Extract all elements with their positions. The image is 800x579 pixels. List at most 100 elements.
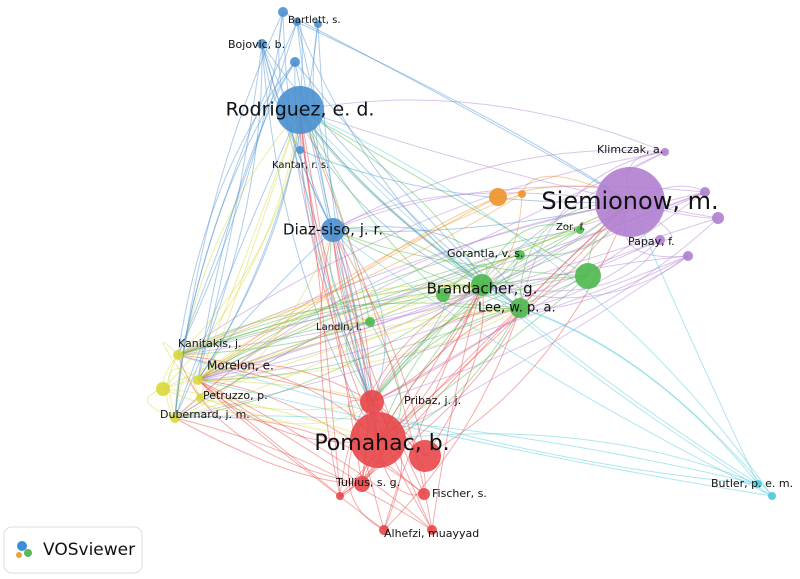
edge xyxy=(371,307,521,403)
edge xyxy=(174,21,298,419)
edge xyxy=(168,368,199,419)
edge xyxy=(261,43,379,441)
edge xyxy=(197,379,773,497)
edge xyxy=(299,109,773,497)
node xyxy=(418,488,430,500)
node-label: Kantar, r. s. xyxy=(272,160,329,171)
edge xyxy=(197,229,334,381)
edge xyxy=(174,109,301,419)
edge xyxy=(442,201,631,297)
edge xyxy=(332,229,425,495)
logo-box[interactable]: VOSviewer xyxy=(3,526,143,574)
logo-icon xyxy=(17,541,27,551)
edge xyxy=(174,376,201,419)
edges xyxy=(147,11,773,531)
node xyxy=(768,492,776,500)
node-label: Klimczak, a. xyxy=(597,143,663,156)
edge xyxy=(197,364,373,403)
edge xyxy=(177,321,371,356)
edge xyxy=(332,192,631,231)
edge xyxy=(332,226,521,309)
edge xyxy=(199,284,483,399)
node xyxy=(276,86,324,134)
node xyxy=(170,413,180,423)
node xyxy=(754,480,762,488)
edge xyxy=(371,307,521,403)
node xyxy=(290,57,300,67)
node-label: Bartlett, s. xyxy=(288,15,341,26)
edge xyxy=(299,99,666,153)
edge xyxy=(174,284,483,419)
edge xyxy=(332,229,521,309)
edge xyxy=(371,275,589,403)
node xyxy=(365,317,375,327)
node xyxy=(321,218,345,242)
edge xyxy=(197,379,433,531)
edge xyxy=(177,11,284,356)
node-label: Landin, l. xyxy=(316,322,362,333)
node-label: Zor, f. xyxy=(556,222,585,233)
edge xyxy=(199,109,301,399)
edge xyxy=(177,151,666,356)
node xyxy=(661,148,669,156)
edge xyxy=(481,191,706,286)
node xyxy=(354,476,370,492)
edge xyxy=(197,379,385,531)
edge xyxy=(431,284,483,531)
edge xyxy=(339,284,483,497)
node-label: Kanitakis, j. xyxy=(178,337,242,350)
edge xyxy=(174,109,301,419)
edge xyxy=(299,109,759,485)
node xyxy=(360,390,384,414)
node-label: Gorantla, v. s. xyxy=(447,247,523,260)
node xyxy=(173,350,183,360)
node xyxy=(336,492,344,500)
edge xyxy=(177,275,589,356)
edge xyxy=(197,23,319,381)
edge xyxy=(299,109,433,531)
edge xyxy=(299,149,631,204)
edge xyxy=(261,43,483,286)
edge xyxy=(481,239,661,292)
edge xyxy=(481,224,581,286)
edge xyxy=(199,397,373,411)
node xyxy=(595,167,665,237)
node xyxy=(196,394,204,402)
edge xyxy=(177,354,363,485)
edge xyxy=(174,61,296,419)
edge xyxy=(177,193,523,356)
edge xyxy=(296,21,379,441)
edge xyxy=(197,201,631,381)
edge xyxy=(332,228,483,286)
edge xyxy=(319,229,341,497)
node xyxy=(314,20,322,28)
edge xyxy=(299,109,483,286)
edge xyxy=(197,379,425,495)
edge xyxy=(296,21,631,203)
edge xyxy=(197,229,581,381)
edge xyxy=(371,217,719,403)
node-label: Morelon, e. xyxy=(207,359,274,373)
edge xyxy=(197,379,341,497)
edge xyxy=(197,109,301,381)
edge xyxy=(197,61,296,381)
edge xyxy=(345,321,373,403)
logo-text: VOSviewer xyxy=(43,540,135,560)
node-label: Butler, p. e. m. xyxy=(711,477,793,490)
edge xyxy=(332,201,631,233)
edge xyxy=(424,284,484,457)
node xyxy=(712,212,724,224)
edge xyxy=(299,109,444,296)
edge xyxy=(177,201,631,356)
edge xyxy=(299,109,373,403)
edge xyxy=(197,284,483,381)
node xyxy=(293,18,301,26)
edge xyxy=(162,388,379,441)
logo-frame xyxy=(3,526,143,574)
edge xyxy=(299,109,341,497)
edge xyxy=(424,201,631,457)
edge xyxy=(177,354,759,485)
node xyxy=(515,250,525,260)
edge xyxy=(294,61,521,309)
